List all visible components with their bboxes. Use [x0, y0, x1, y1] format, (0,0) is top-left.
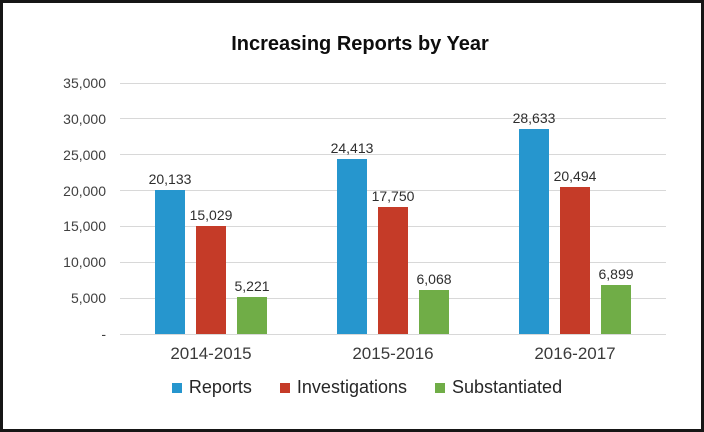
y-axis-tick-label: 15,000 — [63, 218, 106, 235]
bar-value-label: 20,133 — [148, 170, 192, 187]
x-axis-category-label: 2016-2017 — [534, 344, 616, 363]
bar-value-label: 15,029 — [189, 207, 233, 224]
bar-investigations: 15,029 — [190, 207, 232, 334]
gridline — [120, 118, 666, 120]
bar-reports: 28,633 — [513, 110, 555, 334]
bar-group: 28,633 20,494 6,899 — [484, 83, 666, 334]
y-axis-tick-label: 10,000 — [63, 254, 106, 271]
bar-groups: 20,133 15,029 5,221 24,413 17,750 6,068 28,633… — [120, 83, 666, 334]
bar-value-label: 6,068 — [416, 271, 452, 288]
bar-value-label: 5,221 — [234, 277, 270, 294]
gridline — [120, 154, 666, 156]
y-axis-tick-label: 20,000 — [63, 182, 106, 199]
bar-value-label: 28,633 — [512, 109, 556, 126]
legend-label: Investigations — [296, 377, 407, 397]
y-axis: 35,000 30,000 25,000 20,000 15,000 10,000 5,00… — [3, 75, 106, 342]
bar-value-label: 17,750 — [371, 187, 415, 204]
y-axis-tick-label: 25,000 — [63, 146, 106, 163]
legend-swatch-icon — [435, 382, 445, 393]
legend-item-substantiated: Substantiated — [435, 377, 562, 398]
plot-area: 20,133 15,029 5,221 24,413 17,750 6,068 28,633… — [120, 82, 666, 335]
chart-title: Increasing Reports by Year — [231, 33, 489, 55]
x-axis-category-label: 2014-2015 — [170, 344, 252, 363]
legend-label: Substantiated — [452, 377, 563, 397]
y-axis-tick-label: 5,000 — [70, 290, 106, 307]
legend-swatch-icon — [171, 382, 182, 393]
bar-substantiated: 6,068 — [416, 271, 452, 334]
bar-group: 24,413 17,750 6,068 — [302, 83, 484, 334]
x-axis: 2014-2015 2015-2016 2016-2017 — [120, 344, 666, 364]
bar-substantiated: 6,899 — [598, 266, 634, 334]
bar-value-label: 20,494 — [553, 168, 597, 185]
y-axis-tick-label: - — [101, 326, 106, 342]
y-axis-tick-label: 30,000 — [63, 110, 106, 127]
x-axis-category-label: 2015-2016 — [352, 344, 434, 363]
legend: Reports Investigations Substantiated — [3, 377, 701, 398]
legend-item-reports: Reports — [171, 377, 252, 398]
y-axis-tick-label: 35,000 — [63, 75, 106, 91]
legend-label: Reports — [188, 377, 252, 397]
bar-reports: 20,133 — [149, 171, 191, 334]
bar-reports: 24,413 — [331, 140, 373, 334]
bar-investigations: 20,494 — [554, 168, 596, 334]
bar-substantiated: 5,221 — [234, 278, 270, 334]
gridline — [120, 190, 666, 192]
bar-investigations: 17,750 — [372, 188, 414, 334]
bar-value-label: 6,899 — [598, 265, 634, 282]
bar-group: 20,133 15,029 5,221 — [120, 83, 302, 334]
gridline — [120, 82, 666, 84]
gridline — [120, 333, 666, 335]
legend-item-investigations: Investigations — [279, 377, 407, 398]
legend-swatch-icon — [279, 382, 290, 393]
bar-value-label: 24,413 — [330, 139, 374, 156]
